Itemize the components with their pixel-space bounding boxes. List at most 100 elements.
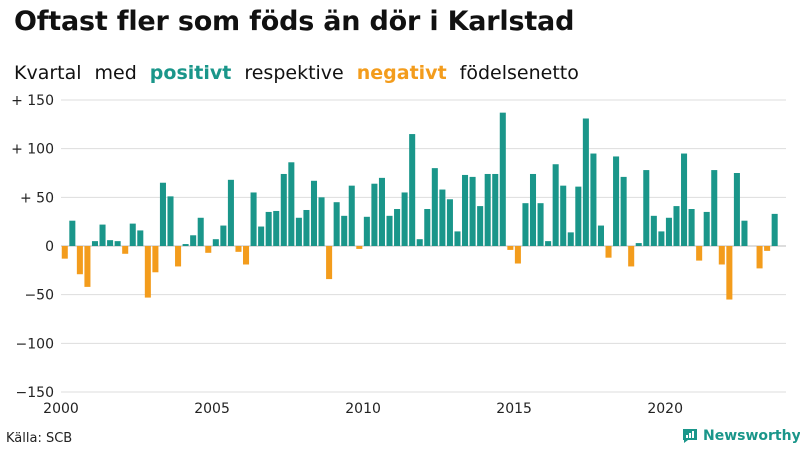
bar: [69, 220, 76, 246]
bar: [499, 112, 506, 246]
bar: [378, 177, 385, 246]
bar: [537, 203, 544, 246]
bar: [628, 246, 635, 267]
bar: [341, 215, 348, 246]
bar: [333, 202, 340, 246]
bar: [514, 246, 521, 264]
bar: [386, 215, 393, 246]
y-tick-label: −100: [16, 336, 54, 352]
bar: [122, 246, 129, 254]
legend-positive: positivt: [149, 62, 232, 84]
bar: [552, 164, 559, 246]
bar: [658, 231, 665, 246]
bar: [84, 246, 91, 287]
bar: [175, 246, 182, 267]
bar: [310, 180, 318, 246]
bar: [771, 213, 778, 246]
bar: [220, 225, 227, 246]
bar: [492, 173, 499, 246]
bar: [567, 232, 574, 246]
bar: [560, 185, 567, 246]
bar: [107, 240, 114, 246]
bar: [99, 224, 106, 246]
bar: [454, 231, 461, 246]
bar: [280, 173, 287, 246]
bar: [76, 246, 83, 275]
y-tick-label: + 50: [20, 190, 54, 206]
x-tick-label: 2015: [496, 401, 532, 417]
bar: [190, 235, 197, 246]
y-axis: + 150 + 100 + 50 0 −50 −100 −150: [11, 93, 54, 401]
bar: [673, 206, 680, 246]
bar: [688, 209, 695, 246]
source-note: Källa: SCB: [6, 431, 73, 446]
brand-name: Newsworthy: [703, 428, 800, 444]
bar: [288, 162, 295, 246]
bar: [522, 203, 529, 246]
bar: [371, 183, 378, 246]
subtitle-text-quarter: Kvartal: [14, 62, 82, 84]
bar: [756, 246, 763, 269]
bar: [431, 168, 438, 246]
bar: [605, 246, 612, 258]
bar: [137, 230, 144, 246]
bar: [696, 246, 703, 261]
y-tick-label: + 150: [11, 93, 54, 109]
x-tick-label: 2020: [647, 401, 683, 417]
bar: [469, 176, 476, 246]
bar: [91, 241, 99, 246]
subtitle-text-birth-net: födelsenetto: [459, 62, 579, 84]
bar: [250, 192, 257, 246]
bar: [167, 196, 174, 246]
bar: [114, 241, 121, 246]
brand-logo: Newsworthy: [681, 427, 800, 445]
bar: [529, 173, 537, 246]
bar: [650, 215, 657, 246]
chart-title: Oftast fler som föds än dör i Karlstad: [14, 6, 575, 37]
bar: [484, 173, 491, 246]
bar: [582, 118, 589, 246]
bar: [665, 217, 672, 246]
bar: [363, 216, 370, 246]
bar: [416, 239, 423, 246]
bar: [575, 186, 582, 246]
bar: [159, 182, 166, 246]
bar: [326, 246, 333, 280]
bar: [273, 210, 280, 246]
bar: [401, 192, 408, 246]
bar: [295, 217, 302, 246]
bar: [348, 185, 355, 246]
newsworthy-logo-icon: [683, 429, 697, 443]
x-axis: 2000 2005 2010 2015 2020: [43, 401, 683, 417]
bar: [439, 189, 446, 246]
bar: [61, 246, 68, 259]
bar: [144, 246, 151, 298]
chart-subtitle: Kvartal med positivt respektive negativt föde…: [14, 62, 592, 84]
grid-lines: [61, 99, 786, 393]
bar: [613, 156, 620, 246]
bar: [733, 173, 740, 246]
bar: [197, 217, 204, 246]
bar: [303, 209, 310, 246]
bar: [424, 209, 431, 246]
bar: [711, 170, 718, 246]
bar: [212, 239, 219, 246]
bar: [258, 226, 265, 246]
bar: [764, 246, 771, 251]
bar: [477, 206, 484, 246]
legend-negative: negativt: [356, 62, 447, 84]
bar: [235, 246, 242, 252]
bar: [152, 246, 159, 273]
bar: [129, 223, 136, 246]
bar: [446, 199, 453, 246]
bar: [620, 176, 627, 246]
bar: [597, 225, 604, 246]
bar: [394, 209, 401, 246]
bar: [703, 211, 710, 246]
bar: [643, 170, 650, 246]
bar: [409, 134, 416, 246]
bar: [265, 211, 272, 246]
x-tick-label: 2010: [345, 401, 381, 417]
bar: [205, 246, 212, 253]
bars: [61, 112, 778, 300]
